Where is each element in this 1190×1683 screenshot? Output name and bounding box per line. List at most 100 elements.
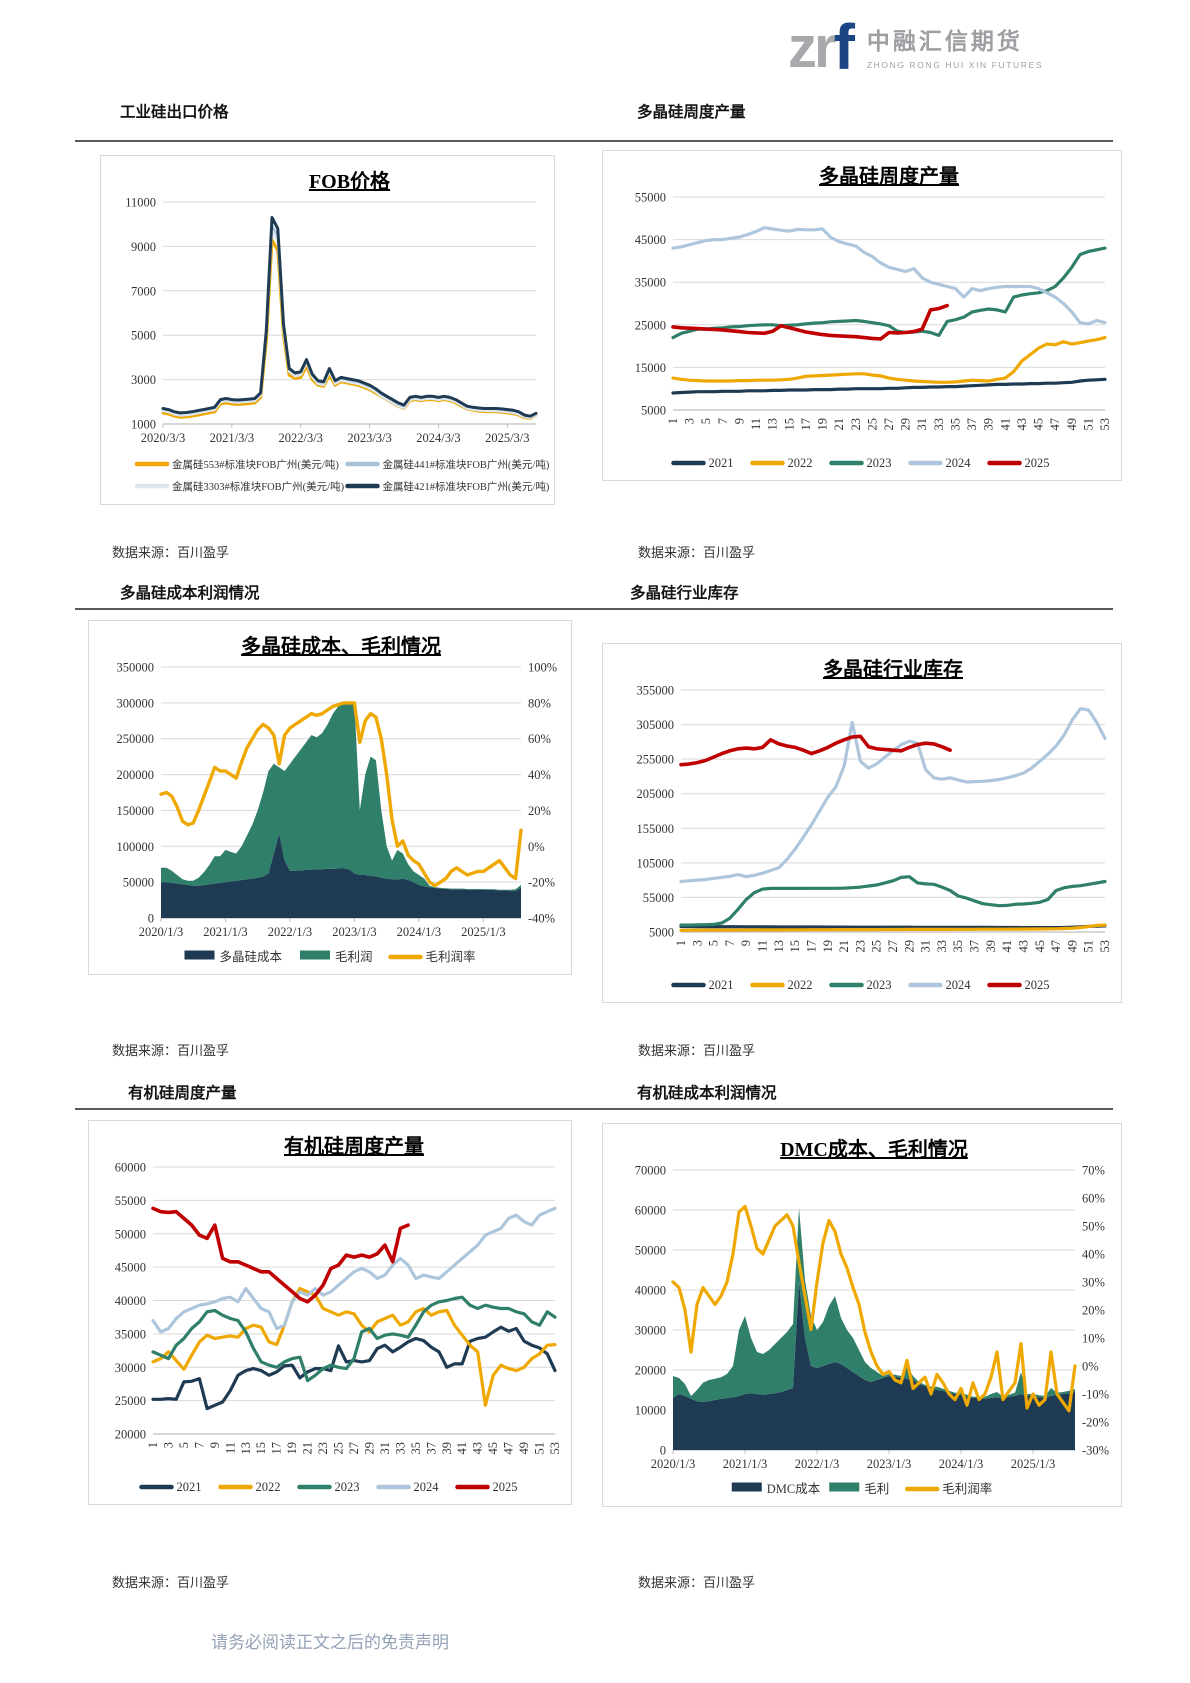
c1-svg: 1000 3000 5000 7000 9000 11000 2020/3/3 2021/3/… — [125, 169, 550, 493]
series-line-2025 — [671, 303, 950, 341]
series-line-2023 — [151, 1295, 557, 1383]
x-axis-date-label: 2020/1/3 — [651, 1457, 695, 1471]
legend-label: 金属硅441#标准块FOB广州(美元/吨) — [383, 458, 550, 471]
polysilicon-weekly-output-chart: 5000 15000 25000 35000 45000 55000 1 3 5 7 9 11 13 15… — [602, 150, 1122, 481]
y-axis-tick-label: 100000 — [117, 840, 155, 854]
right-axis-tick-label: 80% — [528, 696, 551, 710]
c4-chart-title: 多晶硅行业库存 — [823, 657, 963, 681]
legend-label: 2021 — [709, 978, 734, 992]
x-axis-week-label: 53 — [1098, 418, 1112, 431]
x-axis-week-label: 7 — [723, 940, 737, 946]
legend-label: 金属硅421#标准块FOB广州(美元/吨) — [383, 480, 550, 493]
y-axis-tick-label: 1000 — [131, 418, 156, 432]
c6-svg: 0 10000 20000 30000 40000 50000 60000 70000 70% 6… — [635, 1137, 1109, 1496]
y-axis-tick-label: 305000 — [637, 718, 675, 732]
y-axis-tick-label: 105000 — [637, 856, 675, 870]
x-axis-week-label: 37 — [965, 418, 979, 431]
y-axis-tick-label: 250000 — [117, 732, 155, 746]
series-line-2021 — [671, 377, 1107, 395]
legend-item-2025: 2025 — [455, 1480, 518, 1494]
data-source-label: 数据来源：百川盈孚 — [112, 1043, 230, 1058]
x-axis-week-label: 37 — [968, 940, 982, 953]
x-axis-week-label: 17 — [804, 940, 818, 953]
right-axis-tick-label: -30% — [1082, 1444, 1109, 1458]
section-title-silicone-weekly-output: 有机硅周度产量 — [128, 1085, 237, 1102]
y-axis-tick-label: 25000 — [115, 1394, 146, 1408]
legend-label: 2021 — [177, 1480, 202, 1494]
x-axis-date-label: 2021/1/3 — [203, 925, 247, 939]
c3-svg: 0 50000 100000 150000 200000 250000 300000 3500… — [117, 634, 558, 964]
legend-item-2022: 2022 — [750, 978, 813, 992]
silicone-weekly-output-chart: 20000 25000 30000 35000 40000 45000 50000 55000… — [88, 1120, 572, 1505]
x-axis-week-label: 51 — [1081, 418, 1095, 431]
x-axis-week-label: 53 — [548, 1442, 562, 1455]
c1-chart-title: FOB价格 — [309, 169, 391, 193]
legend-label: 2023 — [867, 978, 892, 992]
x-axis-week-label: 35 — [951, 940, 965, 953]
x-axis-week-label: 23 — [853, 940, 867, 953]
right-axis-tick-label: 70% — [1082, 1164, 1105, 1178]
x-axis-date-label: 2023/1/3 — [332, 925, 376, 939]
x-axis-week-label: 15 — [782, 418, 796, 431]
x-axis-week-label: 17 — [270, 1442, 284, 1455]
right-axis-tick-label: 20% — [1082, 1304, 1105, 1318]
right-axis-tick-label: 10% — [1082, 1332, 1105, 1346]
series-line-金属硅553#标准块FOB广州(美元/吨) — [161, 238, 538, 420]
x-axis-week-label: 27 — [347, 1442, 361, 1455]
legend-item-2023: 2023 — [829, 456, 892, 470]
legend-label: 2022 — [788, 456, 813, 470]
x-axis-week-label: 25 — [870, 940, 884, 953]
legend-label: 2023 — [867, 456, 892, 470]
legend-item-2025: 2025 — [987, 456, 1050, 470]
legend-label: 2025 — [1025, 978, 1050, 992]
series-line-2023 — [679, 875, 1107, 927]
x-axis-week-label: 11 — [223, 1442, 237, 1454]
y-axis-tick-label: 255000 — [637, 753, 675, 767]
x-axis-week-label: 39 — [984, 940, 998, 953]
y-axis-tick-label: 55000 — [635, 191, 666, 205]
x-axis-date-label: 2021/3/3 — [210, 431, 254, 445]
series-line-2024 — [679, 707, 1107, 884]
y-axis-tick-label: 40000 — [115, 1294, 146, 1308]
legend-label: 2022 — [256, 1480, 281, 1494]
section-title-silicone-cost-profit: 有机硅成本利润情况 — [637, 1085, 777, 1102]
x-axis-week-label: 15 — [788, 940, 802, 953]
y-axis-tick-label: 9000 — [131, 240, 156, 254]
area-多晶硅成本 — [161, 833, 521, 918]
x-axis-date-label: 2022/3/3 — [278, 431, 322, 445]
x-axis-date-label: 2025/3/3 — [485, 431, 529, 445]
data-source-label: 数据来源：百川盈孚 — [112, 1575, 230, 1590]
legend-item-多晶硅成本: 多晶硅成本 — [184, 950, 283, 964]
y-axis-tick-label: 35000 — [115, 1327, 146, 1341]
x-axis-week-label: 1 — [666, 418, 680, 424]
legend-item-2021: 2021 — [671, 978, 734, 992]
x-axis-week-label: 21 — [832, 418, 846, 431]
x-axis-week-label: 45 — [1032, 418, 1046, 431]
x-axis-week-label: 9 — [732, 418, 746, 424]
y-axis-tick-label: 50000 — [635, 1244, 666, 1258]
legend-label: 2021 — [709, 456, 734, 470]
x-axis-week-label: 51 — [533, 1442, 547, 1455]
x-axis-week-label: 3 — [690, 940, 704, 946]
area-毛利 — [673, 1208, 1075, 1402]
x-axis-week-label: 29 — [899, 418, 913, 431]
x-axis-week-label: 43 — [471, 1442, 485, 1455]
section-title-polysilicon-weekly-output: 多晶硅周度产量 — [637, 104, 746, 121]
x-axis-week-label: 5 — [177, 1442, 191, 1448]
series-line-2023 — [671, 246, 1107, 340]
x-axis-week-label: 19 — [816, 418, 830, 431]
x-axis-week-label: 41 — [455, 1442, 469, 1455]
x-axis-week-label: 3 — [683, 418, 697, 424]
logo-f-letter: f — [833, 11, 855, 83]
c6-chart-title: DMC成本、毛利情况 — [780, 1137, 968, 1161]
legend-item-2022: 2022 — [218, 1480, 281, 1494]
legend-item-2021: 2021 — [139, 1480, 202, 1494]
x-axis-week-label: 47 — [502, 1442, 516, 1455]
x-axis-week-label: 11 — [756, 940, 770, 952]
y-axis-tick-label: 5000 — [649, 926, 674, 940]
legend-label: 金属硅3303#标准块FOB广州(美元/吨) — [172, 480, 345, 493]
divider-row2 — [75, 608, 1113, 610]
x-axis-week-label: 27 — [882, 418, 896, 431]
x-axis-week-label: 47 — [1049, 940, 1063, 953]
x-axis-week-label: 33 — [393, 1442, 407, 1455]
